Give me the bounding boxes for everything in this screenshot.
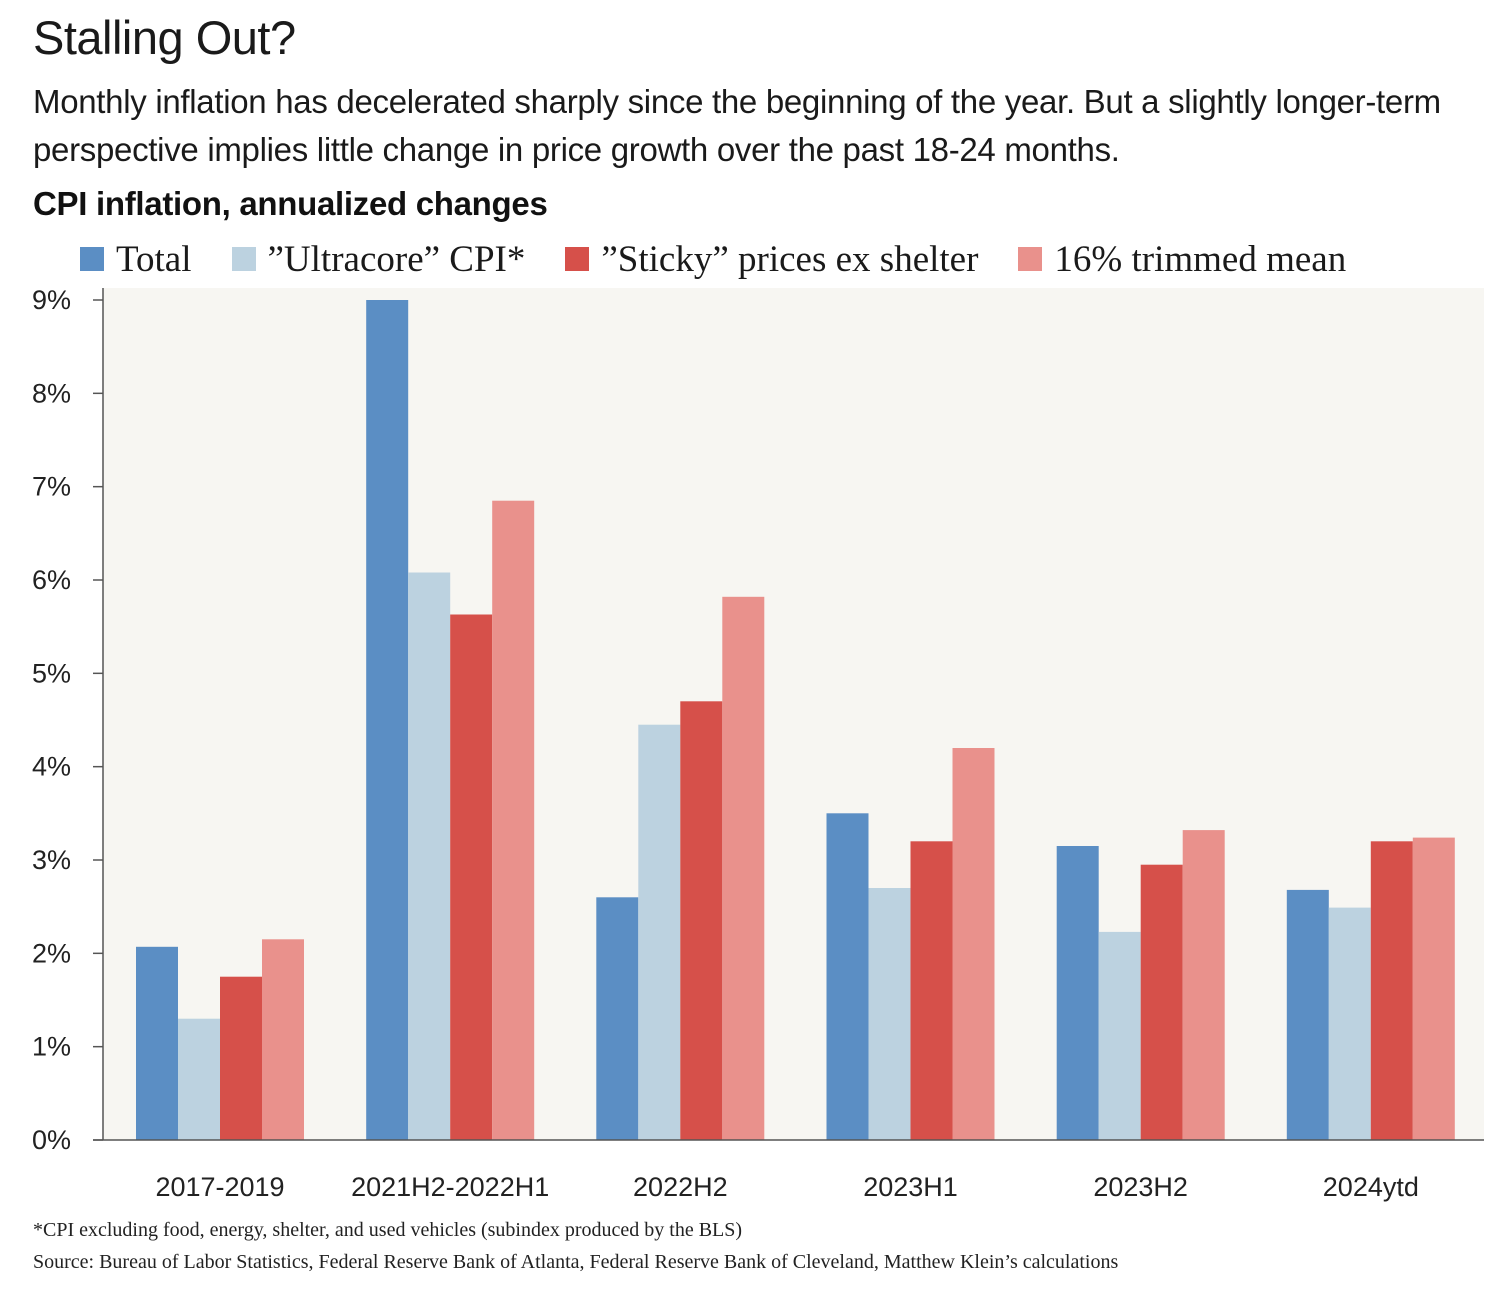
source-note: Source: Bureau of Labor Statistics, Fede… (33, 1251, 1119, 1273)
legend-swatch-total (80, 247, 104, 271)
chart-heading: CPI inflation, annualized changes (33, 185, 548, 222)
bar-total-2023h1 (826, 813, 869, 1140)
bar-total-2023h2 (1056, 846, 1099, 1140)
bar-ultracore-cpi-2021h2-2022h1 (408, 572, 451, 1140)
bar-sticky-prices-ex-shelter-2023h2 (1140, 864, 1183, 1140)
x-tick-label: 2022H2 (633, 1172, 728, 1202)
bar-ultracore-cpi-2022h2 (638, 724, 681, 1140)
y-tick-label: 1% (32, 1032, 71, 1062)
y-tick-label: 5% (32, 658, 71, 688)
chart-title: Stalling Out? (33, 11, 296, 64)
x-tick-label: 2023H2 (1093, 1172, 1188, 1202)
bar-16-trimmed-mean-2021h2-2022h1 (492, 500, 535, 1140)
x-tick-label: 2023H1 (863, 1172, 958, 1202)
bar-sticky-prices-ex-shelter-2022h2 (680, 701, 723, 1140)
y-tick-label: 3% (32, 845, 71, 875)
legend-item-sticky: ”Sticky” prices ex shelter (565, 238, 978, 281)
bar-ultracore-cpi-2023h2 (1098, 931, 1141, 1140)
legend-item-total: Total (80, 238, 192, 281)
plot-background (103, 288, 1484, 1140)
bar-chart: 0% 1% 2% 3% 4% 5% 6% 7% 8% 9% 2017-2019 2021H2-2022… (32, 285, 1484, 1202)
legend: Total ”Ultracore” CPI* ”Sticky” prices e… (80, 234, 1346, 284)
x-tick-label: 2017-2019 (155, 1172, 284, 1202)
bar-total-2022h2 (596, 897, 639, 1140)
y-tick-label: 8% (32, 378, 71, 408)
legend-label-total: Total (116, 238, 192, 280)
bar-16-trimmed-mean-2022h2 (722, 596, 765, 1140)
legend-swatch-sticky (565, 247, 590, 271)
legend-label-ultracore: ”Ultracore” CPI* (267, 238, 526, 280)
bar-ultracore-cpi-2017-2019 (178, 1018, 220, 1140)
bar-total-2017-2019 (136, 946, 178, 1140)
bar-total-2021h2-2022h1 (366, 300, 409, 1140)
legend-label-trimmed-mean: 16% trimmed mean (1054, 238, 1347, 280)
y-tick-label: 6% (32, 565, 71, 595)
legend-swatch-trimmed-mean (1018, 247, 1043, 271)
bar-sticky-prices-ex-shelter-2021h2-2022h1 (450, 614, 493, 1140)
y-tick-label: 2% (32, 938, 71, 968)
legend-label-sticky: ”Sticky” prices ex shelter (601, 238, 979, 280)
bar-16-trimmed-mean-2024ytd (1412, 837, 1455, 1140)
legend-swatch-ultracore (231, 247, 256, 271)
footnote: *CPI excluding food, energy, shelter, an… (33, 1219, 743, 1241)
bar-ultracore-cpi-2023h1 (868, 888, 911, 1140)
bar-16-trimmed-mean-2023h1 (952, 748, 995, 1140)
bar-sticky-prices-ex-shelter-2023h1 (910, 841, 953, 1140)
bar-ultracore-cpi-2024ytd (1328, 907, 1371, 1140)
bar-sticky-prices-ex-shelter-2017-2019 (220, 976, 262, 1140)
x-tick-label: 2021H2-2022H1 (351, 1172, 549, 1202)
bar-16-trimmed-mean-2023h2 (1182, 830, 1225, 1140)
bar-sticky-prices-ex-shelter-2024ytd (1370, 841, 1413, 1140)
chart-subtitle: Monthly inflation has decelerated sharpl… (33, 83, 1441, 168)
y-tick-label: 9% (32, 285, 71, 315)
x-tick-label: 2024ytd (1323, 1172, 1419, 1202)
y-tick-label: 4% (32, 752, 71, 782)
y-tick-label: 0% (32, 1125, 71, 1155)
bar-16-trimmed-mean-2017-2019 (262, 939, 304, 1140)
bar-total-2024ytd (1286, 889, 1329, 1140)
legend-item-trimmed-mean: 16% trimmed mean (1018, 238, 1346, 281)
y-tick-label: 7% (32, 472, 71, 502)
legend-item-ultracore: ”Ultracore” CPI* (231, 238, 526, 281)
